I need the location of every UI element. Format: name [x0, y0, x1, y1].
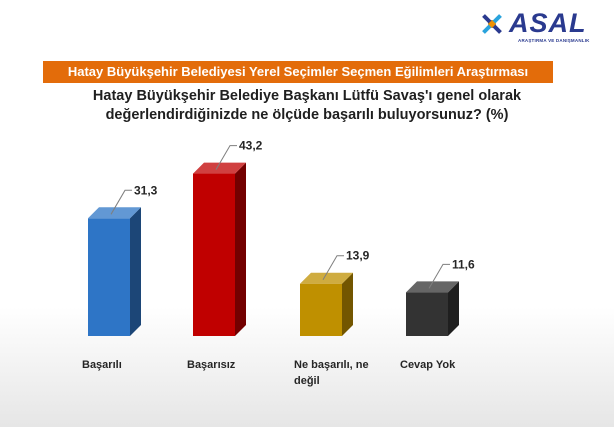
bar-side [235, 162, 246, 336]
bar-side [130, 207, 141, 336]
bar [88, 218, 130, 336]
chart-title-line: Hatay Büyükşehir Belediye Başkanı Lütfü … [92, 88, 522, 104]
asal-logo-mark-icon [482, 14, 502, 34]
data-label: 43,2 [239, 139, 263, 153]
survey-banner: Hatay Büyükşehir Belediyesi Yerel Seçiml… [43, 61, 553, 83]
data-label: 11,6 [452, 257, 475, 271]
bar-side [448, 281, 459, 336]
category-label: Başarısız [187, 359, 236, 371]
bar-group [406, 281, 459, 336]
bar [300, 283, 342, 336]
logo-name: ASAL [509, 8, 587, 38]
category-label: değil [294, 375, 320, 387]
logo: ASAL ARAŞTIRMA VE DANIŞMANLIK [478, 8, 610, 43]
bar [406, 292, 448, 336]
data-label: 13,9 [346, 249, 370, 263]
bar-top [88, 207, 141, 219]
bar-top [193, 162, 246, 174]
leader-line [322, 255, 344, 280]
leader-line [428, 263, 450, 289]
chart-title: Hatay Büyükşehir Belediye Başkanı Lütfü … [40, 87, 574, 125]
bar-group [300, 272, 353, 336]
data-label: 31,3 [134, 183, 158, 197]
category-label: Başarılı [82, 359, 122, 371]
bar-group [88, 207, 141, 336]
bar-group [193, 162, 246, 336]
bar-top [406, 281, 459, 293]
leader-line [110, 189, 132, 215]
bar-side [342, 272, 353, 336]
chart-title-line: değerlendirdiğinizde ne ölçüde başarılı … [105, 107, 509, 123]
logo-tagline: ARAŞTIRMA VE DANIŞMANLIK [518, 38, 590, 43]
leader-line [215, 145, 237, 170]
bar [193, 173, 235, 336]
bar-top [300, 272, 353, 284]
category-label: Ne başarılı, ne [294, 359, 369, 371]
category-label: Cevap Yok [400, 359, 456, 371]
